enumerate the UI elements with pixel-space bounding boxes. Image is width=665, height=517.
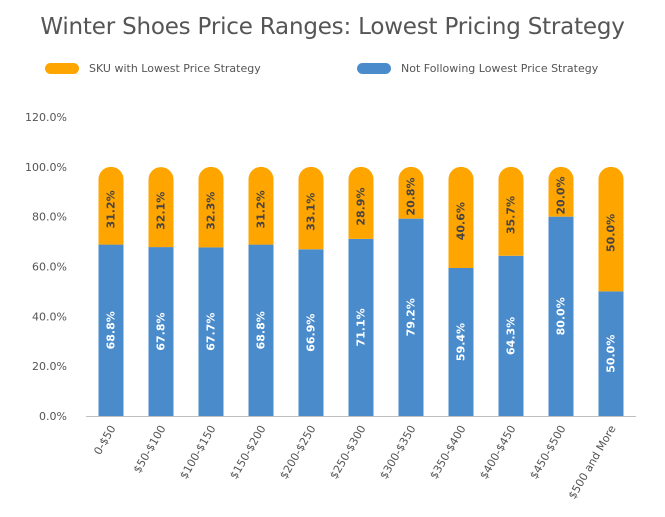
bar-segment-lowest-price xyxy=(548,166,574,217)
legend-item-not-following: Not Following Lowest Price Strategy xyxy=(357,60,598,76)
legend-swatch-lowest-price xyxy=(45,62,79,74)
x-tick-label: $500 and More xyxy=(566,423,619,502)
data-label-lowest-price: 31.2% xyxy=(105,190,118,228)
bar-segment-lowest-price xyxy=(398,166,424,219)
bar-segment-not-following xyxy=(548,216,574,416)
data-label-not-following: 68.8% xyxy=(255,311,268,349)
legend-swatch-not-following xyxy=(357,62,391,74)
bar-segment-not-following xyxy=(398,218,424,416)
bar-segment-lowest-price xyxy=(448,166,474,268)
data-label-lowest-price: 28.9% xyxy=(355,188,368,226)
x-tick-label: $150-$200 xyxy=(227,423,268,481)
data-label-not-following: 80.0% xyxy=(555,297,568,335)
y-tick-label: 20.0% xyxy=(32,360,67,373)
bar-segment-not-following xyxy=(248,244,274,416)
bar-segment-lowest-price xyxy=(198,166,224,248)
y-tick-label: 80.0% xyxy=(32,211,67,224)
data-label-lowest-price: 50.0% xyxy=(605,214,618,252)
x-tick-label: $100-$150 xyxy=(177,423,218,481)
bar-segment-lowest-price xyxy=(348,166,374,239)
x-tick-label: $250-$300 xyxy=(327,423,368,481)
data-label-not-following: 59.4% xyxy=(455,323,468,361)
x-tick-label: $50-$100 xyxy=(131,423,169,475)
y-tick-label: 100.0% xyxy=(25,161,67,174)
data-label-lowest-price: 20.8% xyxy=(405,177,418,215)
bar-segment-not-following xyxy=(198,247,224,416)
x-tick-label: $400-$450 xyxy=(477,423,518,481)
bar-segment-not-following xyxy=(348,238,374,416)
bar-segment-lowest-price xyxy=(98,166,124,245)
data-label-lowest-price: 40.6% xyxy=(455,202,468,240)
bar-segment-lowest-price xyxy=(148,167,174,248)
x-tick-label: $200-$250 xyxy=(277,423,318,481)
data-label-not-following: 71.1% xyxy=(355,308,368,346)
chart-title: Winter Shoes Price Ranges: Lowest Pricin… xyxy=(40,14,625,40)
data-label-not-following: 64.3% xyxy=(505,317,518,355)
legend-label-not-following: Not Following Lowest Price Strategy xyxy=(401,61,599,75)
bar-segment-not-following xyxy=(448,267,474,416)
data-label-lowest-price: 32.1% xyxy=(155,192,168,230)
data-label-lowest-price: 32.3% xyxy=(205,192,218,230)
legend-item-lowest-price: SKU with Lowest Price Strategy xyxy=(45,60,261,76)
data-label-not-following: 68.8% xyxy=(105,311,118,349)
data-label-lowest-price: 33.1% xyxy=(305,193,318,231)
bar-segment-lowest-price xyxy=(598,166,624,292)
data-label-lowest-price: 31.2% xyxy=(255,190,268,228)
x-tick-label: $350-$400 xyxy=(427,423,468,481)
bar-segment-lowest-price xyxy=(248,166,274,245)
data-label-not-following: 67.8% xyxy=(155,312,168,350)
data-label-lowest-price: 35.7% xyxy=(505,196,518,234)
legend-label-lowest-price: SKU with Lowest Price Strategy xyxy=(89,61,261,75)
bar-segment-not-following xyxy=(148,247,174,416)
bar-segment-not-following xyxy=(298,249,324,416)
data-label-not-following: 66.9% xyxy=(305,314,318,352)
x-tick-label: 0-$50 xyxy=(91,423,118,457)
bar-segment-lowest-price xyxy=(498,166,524,256)
y-tick-label: 0.0% xyxy=(39,410,67,423)
bar-segment-not-following xyxy=(498,255,524,416)
data-label-not-following: 50.0% xyxy=(605,335,618,373)
y-tick-label: 120.0% xyxy=(25,111,67,124)
y-tick-label: 40.0% xyxy=(32,310,67,323)
bar-segment-not-following xyxy=(98,244,124,416)
x-tick-label: $300-$350 xyxy=(377,423,418,481)
y-tick-label: 60.0% xyxy=(32,261,67,274)
bar-segment-lowest-price xyxy=(298,166,324,250)
data-label-not-following: 79.2% xyxy=(405,298,418,336)
data-label-not-following: 67.7% xyxy=(205,313,218,351)
bar-segment-not-following xyxy=(598,291,624,416)
data-label-lowest-price: 20.0% xyxy=(555,176,568,214)
x-tick-label: $450-$500 xyxy=(527,423,568,481)
